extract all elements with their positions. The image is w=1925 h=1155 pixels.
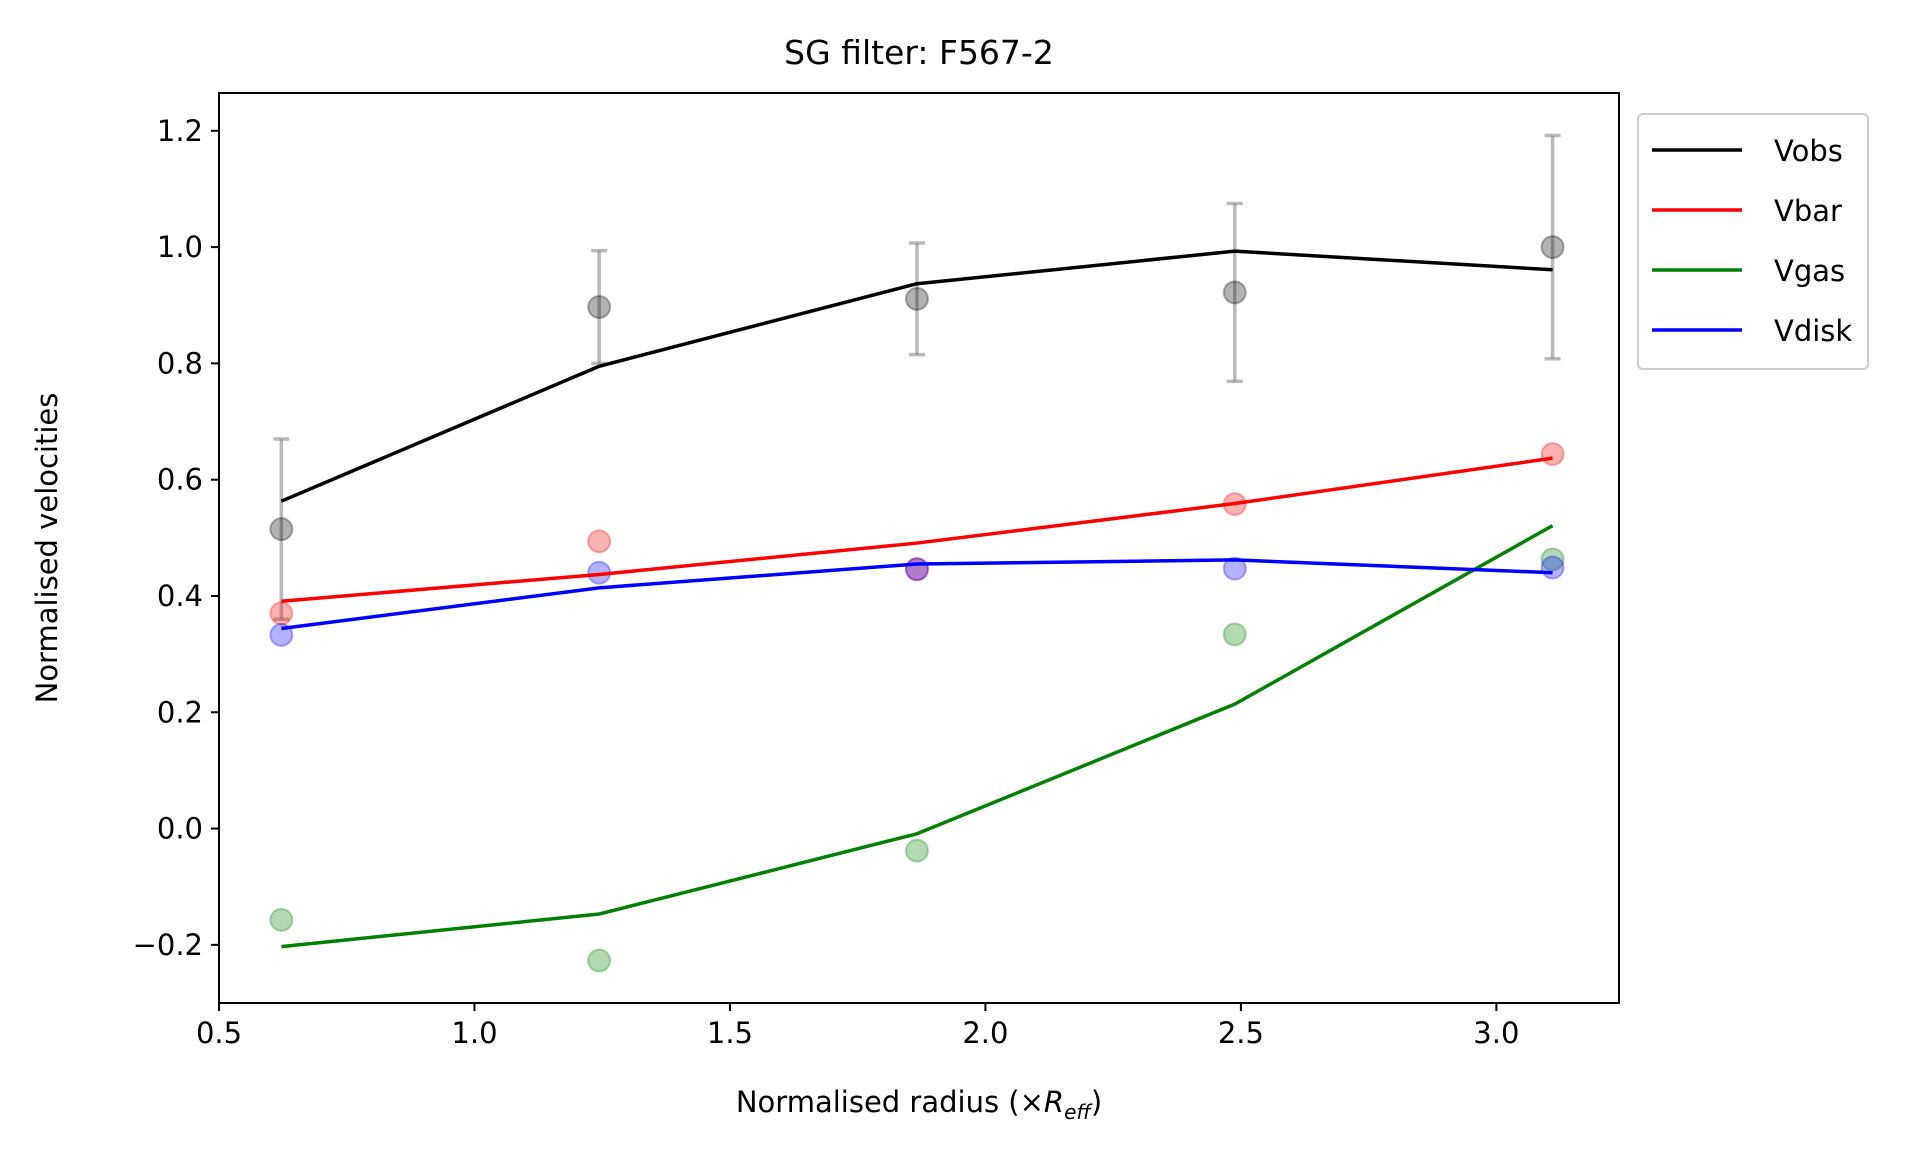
x-axis-label-text: Normalised radius (× xyxy=(736,1085,1044,1119)
vdisk-line xyxy=(281,558,1553,631)
x-tick-label: 1.0 xyxy=(451,1016,497,1050)
y-tick-label: 0.0 xyxy=(157,812,203,846)
vobs-point xyxy=(587,294,612,319)
legend-label-vobs: Vobs xyxy=(1774,134,1843,168)
x-tick-label: 0.5 xyxy=(196,1016,242,1050)
vobs-error-bar xyxy=(1544,133,1561,361)
x-axis-label-math: R xyxy=(1044,1085,1064,1119)
x-axis-label-close: ) xyxy=(1091,1085,1102,1119)
y-tick-label: 0.2 xyxy=(157,695,203,729)
vobs-point xyxy=(1222,280,1247,305)
vobs-error-bar xyxy=(273,437,290,621)
vbar-point xyxy=(587,529,612,554)
x-axis-label: Normalised radius (×Reff) xyxy=(736,1085,1102,1124)
x-tick-label: 2.5 xyxy=(1218,1016,1264,1050)
vobs-point xyxy=(904,286,929,311)
vgas-point xyxy=(1222,622,1247,647)
vdisk-point xyxy=(1222,556,1247,581)
axis-ticks: 0.5 1.0 1.5 2.0 2.5 3.0 −0.2 0.0 0.2 0.4 0.6 0.8 1.0… xyxy=(133,114,1520,1050)
axes-frame xyxy=(218,92,1620,1004)
y-axis-label: Normalised velocities xyxy=(30,393,64,704)
vbar-line xyxy=(281,456,1553,603)
vobs-point xyxy=(269,517,294,542)
vgas-point xyxy=(1540,547,1565,572)
y-tick-label: 0.8 xyxy=(157,346,203,380)
x-axis-label-subscript: eff xyxy=(1064,1100,1093,1124)
y-tick-label: 1.2 xyxy=(157,114,203,148)
chart-title: SG filter: F567-2 xyxy=(784,33,1054,72)
x-tick-label: 3.0 xyxy=(1473,1016,1519,1050)
plot-area xyxy=(269,133,1565,973)
x-tick-label: 1.5 xyxy=(707,1016,753,1050)
vbar-point xyxy=(269,601,294,626)
y-tick-label: −0.2 xyxy=(133,928,203,962)
legend: Vobs Vbar Vgas Vdisk xyxy=(1637,113,1869,370)
legend-label-vbar: Vbar xyxy=(1774,194,1842,228)
y-tick-label: 1.0 xyxy=(157,230,203,264)
y-tick-label: 0.6 xyxy=(157,463,203,497)
vobs-error-bar xyxy=(908,241,925,357)
y-tick-label: 0.4 xyxy=(157,579,203,613)
vobs-line xyxy=(280,249,1553,503)
x-tick-label: 2.0 xyxy=(962,1016,1008,1050)
vdisk-point xyxy=(904,557,929,582)
vgas-point xyxy=(269,907,294,932)
vbar-point xyxy=(1540,442,1565,467)
legend-frame xyxy=(1637,113,1869,370)
vgas-point xyxy=(904,838,929,863)
vgas-line xyxy=(281,524,1554,949)
legend-label-vgas: Vgas xyxy=(1774,254,1845,288)
legend-label-vdisk: Vdisk xyxy=(1774,314,1852,348)
vobs-error-bar xyxy=(1226,201,1243,384)
vdisk-point xyxy=(1540,555,1565,580)
vobs-point xyxy=(1540,235,1565,260)
vgas-point xyxy=(587,948,612,973)
